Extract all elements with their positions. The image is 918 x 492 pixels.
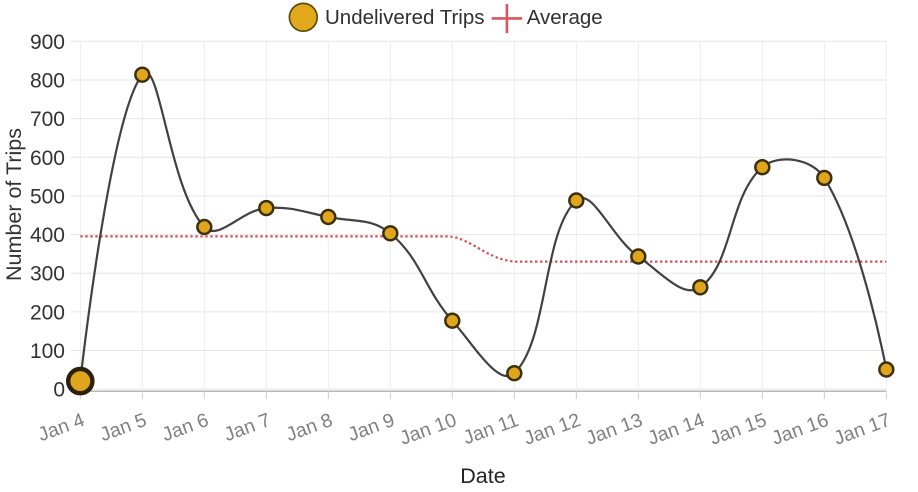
svg-text:800: 800 (30, 70, 65, 93)
svg-text:Date: Date (460, 464, 505, 488)
svg-text:300: 300 (30, 263, 65, 286)
svg-text:0: 0 (53, 379, 65, 402)
svg-text:Undelivered Trips: Undelivered Trips (325, 6, 485, 29)
svg-text:200: 200 (30, 301, 65, 324)
svg-text:600: 600 (30, 147, 65, 170)
svg-text:700: 700 (30, 108, 65, 131)
svg-text:Average: Average (527, 6, 603, 29)
svg-text:100: 100 (30, 340, 65, 363)
svg-text:500: 500 (30, 185, 65, 208)
svg-text:900: 900 (30, 31, 65, 54)
svg-text:Number of Trips: Number of Trips (2, 128, 26, 281)
svg-text:400: 400 (30, 224, 65, 247)
